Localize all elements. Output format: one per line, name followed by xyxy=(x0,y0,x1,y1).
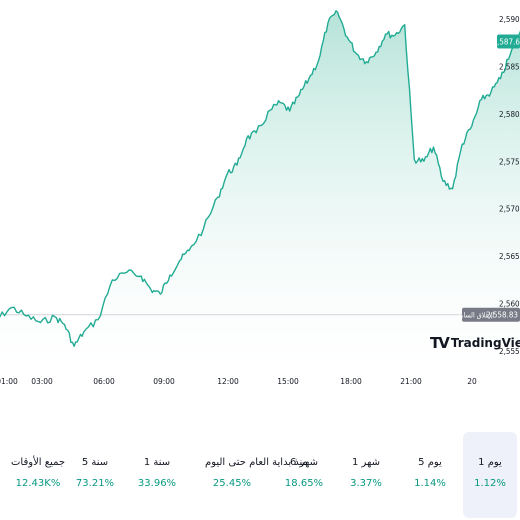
period-change: 1.14% xyxy=(414,478,446,489)
period-label: منذ بداية العام حتى اليوم xyxy=(205,457,308,468)
period-change: 1.12% xyxy=(474,478,506,489)
period-label: 1 شهر xyxy=(351,457,381,468)
x-axis-tick-label: 18:00 xyxy=(340,377,362,386)
period-change: 18.65% xyxy=(284,478,324,489)
y-axis-tick-label: 2,565.00 xyxy=(499,252,520,261)
period-5-years[interactable]: 5 سنة 73.21% xyxy=(68,432,122,518)
period-selector: جميع الأوقات 12.43K% 5 سنة 73.21% 1 سنة … xyxy=(0,432,520,520)
x-axis-tick-label: 15:00 xyxy=(277,377,299,386)
price-line xyxy=(0,10,520,347)
price-area-fill xyxy=(0,10,520,370)
period-label: 5 سنة xyxy=(81,457,109,468)
period-change: 25.45% xyxy=(212,478,252,489)
tradingview-logo: TV TradingView xyxy=(430,334,520,352)
y-axis-tick-label: 2,570.00 xyxy=(499,205,520,214)
period-1-month[interactable]: 1 شهر 3.37% xyxy=(339,432,393,518)
last-price-badge xyxy=(497,34,520,49)
period-label: 5 يوم xyxy=(418,457,442,468)
y-axis-tick-label: 2,575.00 xyxy=(499,157,520,166)
period-change: 73.21% xyxy=(75,478,115,489)
x-axis-tick-label: 03:00 xyxy=(31,377,53,386)
y-axis-tick-label: 2,555.00 xyxy=(499,347,520,356)
tradingview-logo-mark: TV xyxy=(430,334,450,352)
period-1-year[interactable]: 1 سنة 33.96% xyxy=(130,432,184,518)
x-axis-tick-label: 09:00 xyxy=(153,377,175,386)
prev-close-value: 2,558.83 xyxy=(486,311,518,320)
price-chart[interactable]: 2,590.00 2,585.00 2,580.00 2,575.00 2,570.00… xyxy=(0,0,520,395)
period-ytd[interactable]: منذ بداية العام حتى اليوم 25.45% xyxy=(205,432,308,518)
x-axis-tick-label: 12:00 xyxy=(217,377,239,386)
period-5-days[interactable]: 5 يوم 1.14% xyxy=(403,432,457,518)
period-change: 33.96% xyxy=(137,478,177,489)
period-all-time[interactable]: جميع الأوقات 12.43K% xyxy=(11,432,65,518)
period-label: جميع الأوقات xyxy=(11,457,66,468)
prev-close-label: الإغلاق السابق xyxy=(457,312,495,320)
x-axis-tick-label: 20 xyxy=(467,377,477,386)
last-price-label: 2,587.62 xyxy=(492,38,520,47)
y-axis-tick-label: 2,560.00 xyxy=(499,300,520,309)
y-axis-tick-label: 2,580.00 xyxy=(499,110,520,119)
y-axis-tick-label: 2,585.00 xyxy=(499,62,520,71)
period-label: 6 شهر xyxy=(289,457,319,468)
period-label: 1 يوم xyxy=(478,457,502,468)
period-change: 12.43K% xyxy=(15,478,61,489)
tradingview-logo-text: TradingView xyxy=(450,336,520,350)
period-label: 1 سنة xyxy=(143,457,171,468)
prev-close-badge xyxy=(462,307,520,322)
x-axis-tick-label: 06:00 xyxy=(93,377,115,386)
period-1-day[interactable]: 1 يوم 1.12% xyxy=(463,432,517,518)
x-axis-tick-label: 21:00 xyxy=(400,377,422,386)
x-axis-tick-label: 01:00 xyxy=(0,377,18,386)
y-axis-tick-label: 2,590.00 xyxy=(499,15,520,24)
period-6-months[interactable]: 6 شهر 18.65% xyxy=(277,432,331,518)
period-change: 3.37% xyxy=(350,478,382,489)
